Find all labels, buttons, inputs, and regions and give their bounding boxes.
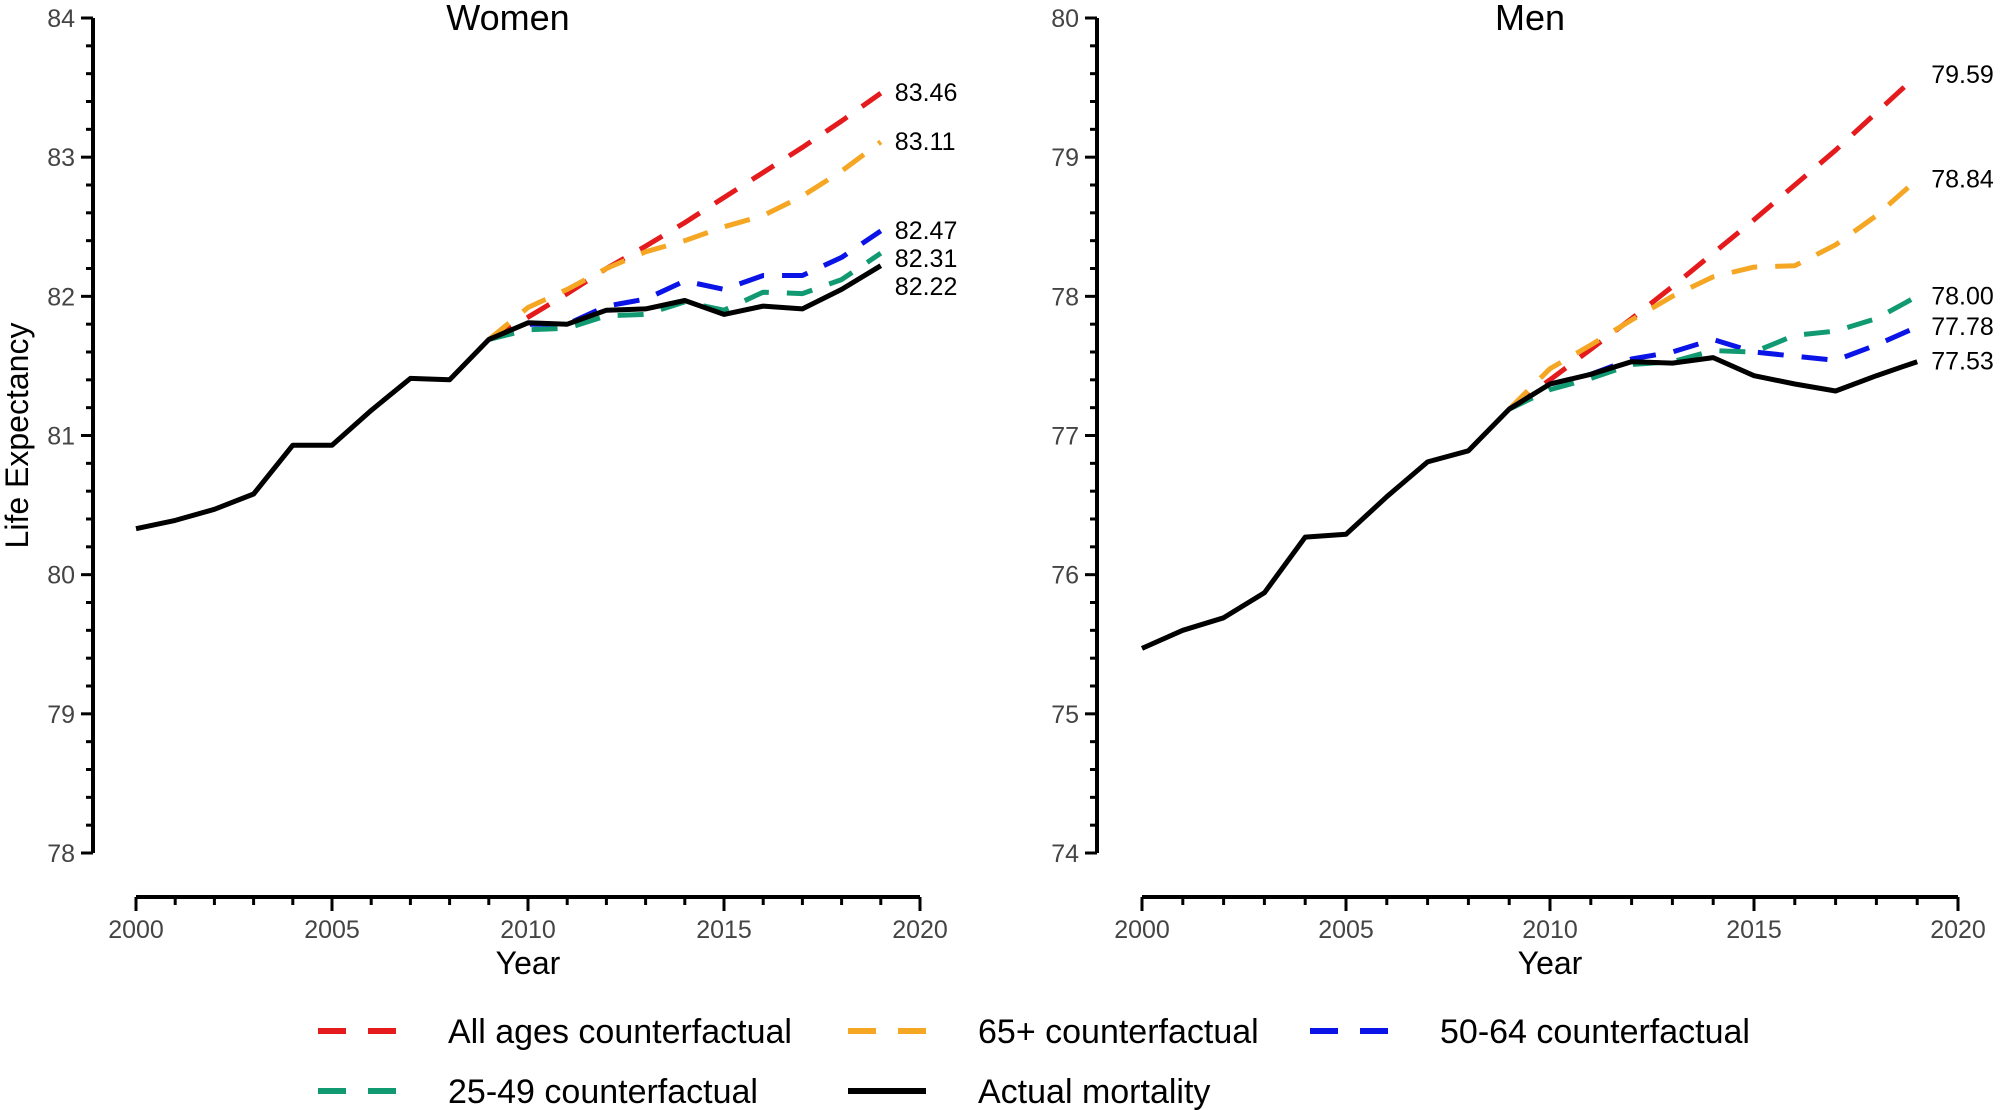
x-tick-label: 2000 — [108, 916, 164, 944]
end-value-label: 83.46 — [895, 79, 958, 107]
panel-women: 78 79 80 81 82 83 84 2000 2005 2010 2015 2020 Year Li… — [0, 0, 957, 981]
y-tick-label: 74 — [1051, 840, 1079, 868]
x-axis-label: Year — [1518, 945, 1583, 981]
end-value-label: 77.78 — [1931, 313, 1994, 341]
series-line-actual-mortality — [135, 263, 883, 532]
end-value-label: 79.59 — [1931, 61, 1994, 89]
end-value-label: 83.11 — [895, 128, 956, 156]
x-tick-label: 2020 — [892, 916, 948, 944]
x-tick-label: 2000 — [1114, 916, 1170, 944]
y-tick-label: 79 — [47, 701, 75, 729]
end-value-label: 78.84 — [1931, 165, 1994, 193]
y-tick-label: 75 — [1051, 701, 1079, 729]
legend-label: 65+ counterfactual — [978, 1013, 1259, 1051]
y-tick-label: 79 — [1051, 144, 1079, 172]
series-line-65-counterfactual — [1507, 177, 1919, 411]
series-line-50-64-counterfactual — [1507, 324, 1919, 412]
x-tick-label: 2010 — [500, 916, 556, 944]
legend-item: Actual mortality — [848, 1073, 1210, 1110]
y-tick-label: 81 — [47, 423, 75, 451]
legend-item: 25-49 counterfactual — [318, 1073, 758, 1110]
panel-title: Men — [1495, 0, 1565, 38]
panel-men: 74 75 76 77 78 79 80 2000 2005 2010 2015 2020 Year Me… — [1051, 0, 1994, 981]
x-tick-label: 2005 — [304, 916, 360, 944]
y-tick-label: 84 — [47, 5, 75, 33]
x-tick-label: 2005 — [1318, 916, 1374, 944]
series-line-actual-mortality — [1140, 355, 1919, 651]
legend-item: 65+ counterfactual — [848, 1013, 1259, 1051]
series-line-all-ages-counterfactual — [487, 91, 883, 342]
x-tick-label: 2015 — [1726, 916, 1782, 944]
legend-label: 25-49 counterfactual — [448, 1073, 758, 1110]
y-tick-label: 76 — [1051, 562, 1079, 590]
legend-label: 50-64 counterfactual — [1440, 1013, 1750, 1051]
panel-title: Women — [446, 0, 569, 38]
end-value-label: 78.00 — [1931, 282, 1994, 310]
x-axis-label: Year — [496, 945, 561, 981]
end-value-label: 82.31 — [895, 245, 958, 273]
y-tick-label: 77 — [1051, 423, 1079, 451]
end-value-label: 77.53 — [1931, 348, 1994, 376]
series-line-25-49-counterfactual — [488, 251, 883, 342]
series-line-25-49-counterfactual — [1508, 294, 1919, 412]
x-tick-label: 2010 — [1522, 916, 1578, 944]
end-value-label: 82.47 — [895, 217, 958, 245]
y-tick-label: 83 — [47, 144, 75, 172]
legend-item: 50-64 counterfactual — [1310, 1013, 1750, 1051]
x-tick-label: 2015 — [696, 916, 752, 944]
legend-item: All ages counterfactual — [318, 1013, 792, 1051]
y-axis-label: Life Expectancy — [0, 323, 35, 549]
end-value-label: 82.22 — [895, 273, 958, 301]
y-tick-label: 80 — [1051, 5, 1079, 33]
legend-label: All ages counterfactual — [448, 1013, 792, 1051]
legend: All ages counterfactual 65+ counterfactua… — [318, 1013, 1750, 1110]
legend-label: Actual mortality — [978, 1073, 1210, 1110]
y-tick-label: 80 — [47, 562, 75, 590]
x-tick-label: 2020 — [1930, 916, 1986, 944]
y-tick-label: 78 — [1051, 283, 1079, 311]
series-line-65-counterfactual — [487, 139, 883, 342]
y-tick-label: 78 — [47, 840, 75, 868]
y-tick-label: 82 — [47, 283, 75, 311]
